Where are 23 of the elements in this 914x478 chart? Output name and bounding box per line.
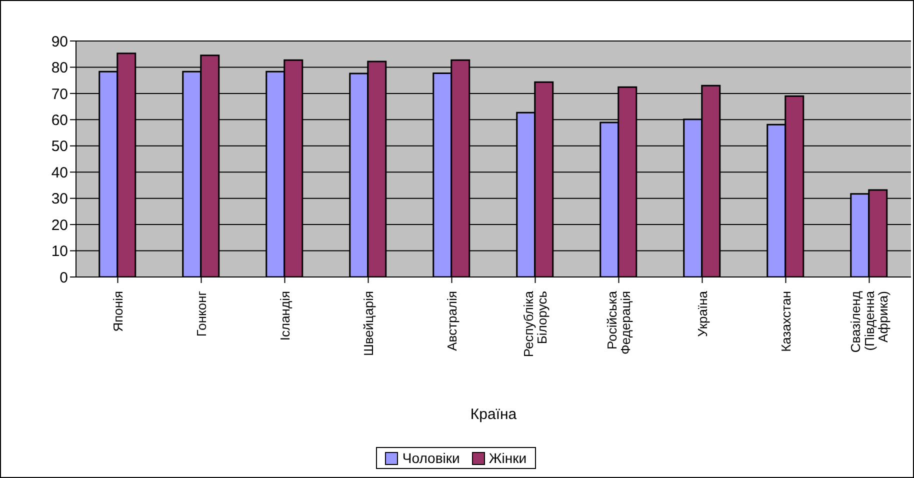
x-tick-label: Свазіленд (Південна Африка) — [848, 290, 890, 353]
legend-label: Жінки — [488, 450, 527, 466]
x-tick-label: Республіка Білорусь — [520, 290, 550, 358]
y-tick-label: 60 — [51, 112, 68, 129]
x-tick-label: Казахстан — [778, 291, 794, 352]
y-tick-label: 50 — [51, 138, 68, 156]
x-tick-label: Австралія — [444, 291, 460, 351]
x-tick-label: Ісландія — [277, 291, 292, 341]
y-tick-label: 20 — [51, 216, 68, 234]
x-tick-label: Швейцарія — [360, 291, 376, 356]
y-tick-label: 80 — [51, 60, 68, 77]
legend-label: Чоловіки — [401, 450, 460, 466]
x-tick-label: Україна — [694, 290, 710, 337]
x-axis-title: Країна — [470, 406, 518, 423]
y-tick-label: 40 — [51, 164, 68, 182]
x-tick-label: Російська Федерація — [604, 290, 634, 354]
x-tick-label: Гонконг — [194, 290, 209, 337]
x-tick-label: Японія — [110, 291, 126, 332]
y-tick-label: 10 — [51, 243, 68, 260]
y-tick-label: 30 — [51, 190, 68, 208]
y-tick-label: 0 — [60, 269, 68, 286]
y-tick-label: 70 — [51, 86, 68, 103]
y-tick-label: 90 — [51, 33, 68, 50]
